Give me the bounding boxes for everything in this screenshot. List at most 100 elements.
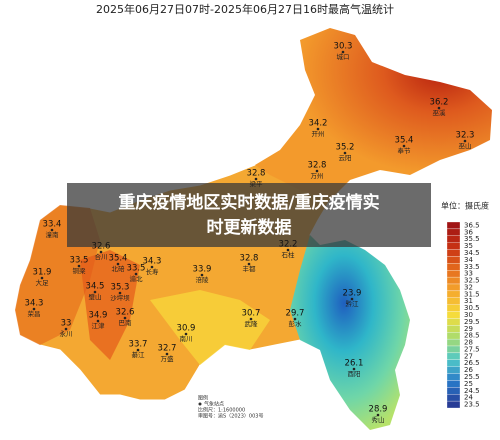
legend-label: 32.5 [464,277,480,285]
legend-label: 24 [464,394,473,402]
station-dot [77,264,81,268]
station-name: 沙坪坝 [110,293,130,302]
station-value: 30.9 [177,324,196,334]
station-name: 万盛 [161,354,175,363]
legend-swatch [446,366,461,374]
legend-label: 34.5 [464,249,480,257]
station-name: 潼南 [46,230,60,239]
station-name: 开州 [312,130,325,138]
station-name: 梁平 [250,179,264,188]
station-value: 35.2 [336,143,355,153]
station-name: 铜梁 [73,266,87,275]
legend-swatch [446,325,461,333]
legend-swatch [446,394,461,402]
station-value: 23.9 [343,289,362,299]
legend-label: 26 [464,366,473,374]
station-value: 33.9 [193,265,212,275]
station-name: 秀山 [372,415,385,424]
map-note: 气象站点 [204,401,224,408]
station-dot [165,352,169,356]
station-value: 34.9 [89,311,108,321]
station-dot [254,177,258,181]
legend-swatch [446,242,461,250]
station-dot [293,317,297,321]
legend-swatch [446,283,461,292]
station-value: 32.6 [116,308,135,318]
legend-label: 31 [464,297,473,305]
legend-swatch [446,221,461,230]
station-dot [40,276,44,280]
station-dot [32,307,36,311]
station-value: 33.5 [127,264,146,274]
legend-swatch [446,318,461,326]
station-dot [96,319,100,323]
station-name: 永川 [60,329,73,338]
station-dot [376,413,380,417]
station-dot [93,290,97,294]
overlay-banner [67,183,431,247]
station-name: 北碚 [112,264,126,273]
station-value: 32.7 [158,344,177,354]
station-value: 31.9 [33,268,52,278]
station-dot [343,151,347,155]
legend-label: 34 [464,256,473,264]
legend-label: 27 [464,352,473,360]
station-name: 酉阳 [348,369,361,378]
legend-swatch [446,276,461,285]
legend-label: 29 [464,325,473,333]
station-dot [50,228,54,232]
station-value: 32.8 [240,254,259,264]
station-dot [286,248,290,252]
station-dot [200,273,204,277]
legend-swatch [446,352,461,360]
station-name: 长寿 [146,267,160,276]
legend-swatch [446,373,461,381]
legend-label: 31.5 [464,290,480,298]
station-name: 南川 [180,334,193,343]
station-dot [316,127,320,131]
station-name: 巫山 [459,141,472,150]
legend-label: 23.5 [464,401,480,409]
station-value: 35.3 [111,283,130,293]
station-value: 26.1 [345,359,364,369]
station-dot [150,265,154,269]
legend-label: 35.5 [464,235,480,243]
legend-label: 29.5 [464,318,480,326]
station-value: 34.3 [143,257,162,267]
station-dot [352,367,356,371]
overlay-text: 时更新数据 [207,217,292,238]
station-name: 城口 [337,53,350,61]
station-dot [341,50,345,54]
station-dot [118,291,122,295]
legend-swatch [446,345,461,354]
legend-swatch [446,400,461,409]
station-name: 綦江 [132,350,146,359]
station-icon [198,402,202,406]
legend-swatch [446,228,461,236]
station-dot [402,144,406,148]
legend-swatch [446,249,461,257]
station-dot [315,169,319,173]
legend-label: 26.5 [464,359,480,367]
legend-label: 32 [464,283,473,291]
station-name: 丰都 [243,264,257,273]
station-name: 万州 [311,172,324,180]
station-name: 江津 [92,322,106,330]
station-dot [350,297,354,301]
station-value: 33.5 [70,256,89,266]
legend-swatch [446,387,461,395]
legend-swatch [446,338,461,347]
station-value: 32.8 [308,161,327,171]
station-name: 涪陵 [196,275,210,284]
station-dot [99,250,103,254]
map-note: 图例 [198,395,208,402]
station-value: 33.4 [43,220,62,230]
legend-swatch [446,359,461,367]
legend-label: 27.5 [464,345,480,353]
station-value: 32.8 [247,169,266,179]
station-value: 32.3 [456,131,475,141]
station-name: 合川 [95,252,108,261]
station-value: 28.9 [369,405,388,415]
station-name: 石柱 [282,250,296,259]
legend-label: 35 [464,242,473,250]
